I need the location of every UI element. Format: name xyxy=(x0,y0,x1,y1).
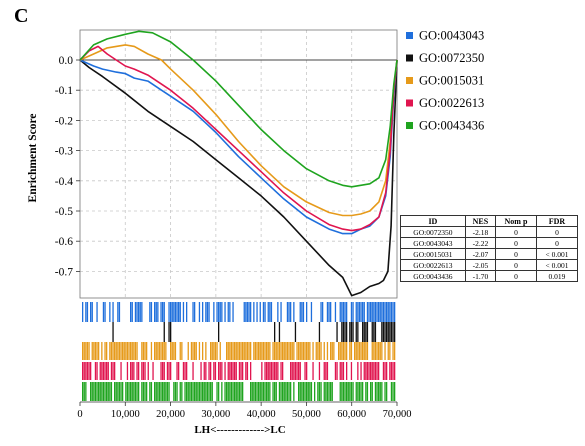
cell-id: GO:0022613 xyxy=(400,259,466,271)
legend-swatch xyxy=(406,54,413,62)
header-fdr: FDR xyxy=(535,215,579,227)
y-tick-label: -0.1 xyxy=(55,85,73,97)
y-tick-label: -0.3 xyxy=(55,146,73,158)
x-tick-label: 0 xyxy=(77,409,82,420)
table-row: GO:0043436 -1.70 0 0.019 xyxy=(400,270,579,282)
series-line-go-0015031 xyxy=(79,44,398,217)
cell-nes: -1.70 xyxy=(464,270,497,282)
cell-nom-p: 0 xyxy=(495,237,537,249)
hit-strip-go-0043436 xyxy=(82,382,396,401)
cell-id: GO:0043436 xyxy=(400,270,466,282)
table-header-row: ID NES Nom p FDR xyxy=(400,215,579,227)
y-tick-label: -0.7 xyxy=(55,266,73,278)
header-nom-p: Nom p xyxy=(495,215,537,227)
cell-nom-p: 0 xyxy=(495,270,537,282)
x-tick-label: 60,000 xyxy=(337,409,366,420)
legend-swatch xyxy=(406,122,413,129)
cell-id: GO:0043043 xyxy=(400,237,466,249)
cell-id: GO:0072350 xyxy=(400,226,466,238)
y-tick-label: -0.5 xyxy=(55,206,73,218)
legend-label: GO:0022613 xyxy=(419,96,484,110)
cell-nes: -2.22 xyxy=(464,237,497,249)
nes-table: ID NES Nom p FDR GO:0072350 -2.18 0 0 GO… xyxy=(400,215,579,282)
x-axis-label: LH<------------->LC xyxy=(194,424,285,436)
cell-fdr: 0 xyxy=(535,237,579,249)
cell-fdr: < 0.001 xyxy=(535,259,579,271)
x-tick-label: 30,000 xyxy=(201,409,230,420)
legend-item: GO:0043043 xyxy=(406,29,484,43)
x-tick-label: 40,000 xyxy=(247,409,276,420)
hit-strip-go-0015031 xyxy=(82,342,396,360)
hit-strip-go-0022613 xyxy=(82,362,396,380)
x-tick-label: 50,000 xyxy=(292,409,321,420)
series-line-go-0043043 xyxy=(79,59,398,235)
x-tick-label: 10,000 xyxy=(111,409,140,420)
y-axis-label: Enrichment Score xyxy=(27,114,39,203)
y-tick-label: 0.0 xyxy=(59,55,74,67)
legend-item: GO:0015031 xyxy=(406,74,484,88)
y-tick-label: -0.4 xyxy=(55,176,73,188)
cell-nom-p: 0 xyxy=(495,226,537,238)
legend-swatch xyxy=(406,77,413,84)
legend-label: GO:0015031 xyxy=(419,74,484,88)
y-tick-label: -0.2 xyxy=(55,115,73,127)
panel-label: C xyxy=(14,5,28,27)
legend-label: GO:0043043 xyxy=(419,29,484,43)
header-id: ID xyxy=(400,215,466,227)
legend-item: GO:0043436 xyxy=(406,119,484,133)
header-nes: NES xyxy=(464,215,497,227)
table-row: GO:0043043 -2.22 0 0 xyxy=(400,237,579,249)
hit-strip-go-0043043 xyxy=(82,302,396,322)
cell-nom-p: 0 xyxy=(495,259,537,271)
cell-id: GO:0015031 xyxy=(400,248,466,260)
cell-fdr: 0.019 xyxy=(535,270,579,282)
legend-swatch xyxy=(406,99,413,107)
x-tick-label: 70,000 xyxy=(383,409,412,420)
cell-fdr: 0 xyxy=(535,226,579,238)
table-row: GO:0022613 -2.05 0 < 0.001 xyxy=(400,259,579,271)
x-tick-label: 20,000 xyxy=(156,409,185,420)
series-line-go-0043436 xyxy=(79,30,398,188)
hit-strip-go-0072350 xyxy=(112,322,396,342)
legend-label: GO:0043436 xyxy=(419,119,484,133)
legend-swatch xyxy=(406,32,413,39)
plot-frame xyxy=(79,29,398,299)
cell-nes: -2.05 xyxy=(464,259,497,271)
legend-item: GO:0072350 xyxy=(406,51,484,65)
cell-nom-p: 0 xyxy=(495,248,537,260)
table-row: GO:0015031 -2.07 0 < 0.001 xyxy=(400,248,579,260)
legend-label: GO:0072350 xyxy=(419,51,484,65)
cell-nes: -2.07 xyxy=(464,248,497,260)
series-line-go-0022613 xyxy=(79,45,398,232)
series-line-go-0072350 xyxy=(79,59,398,297)
cell-nes: -2.18 xyxy=(464,226,497,238)
cell-fdr: < 0.001 xyxy=(535,248,579,260)
legend-item: GO:0022613 xyxy=(406,96,484,110)
table-row: GO:0072350 -2.18 0 0 xyxy=(400,226,579,238)
y-tick-label: -0.6 xyxy=(55,236,73,248)
